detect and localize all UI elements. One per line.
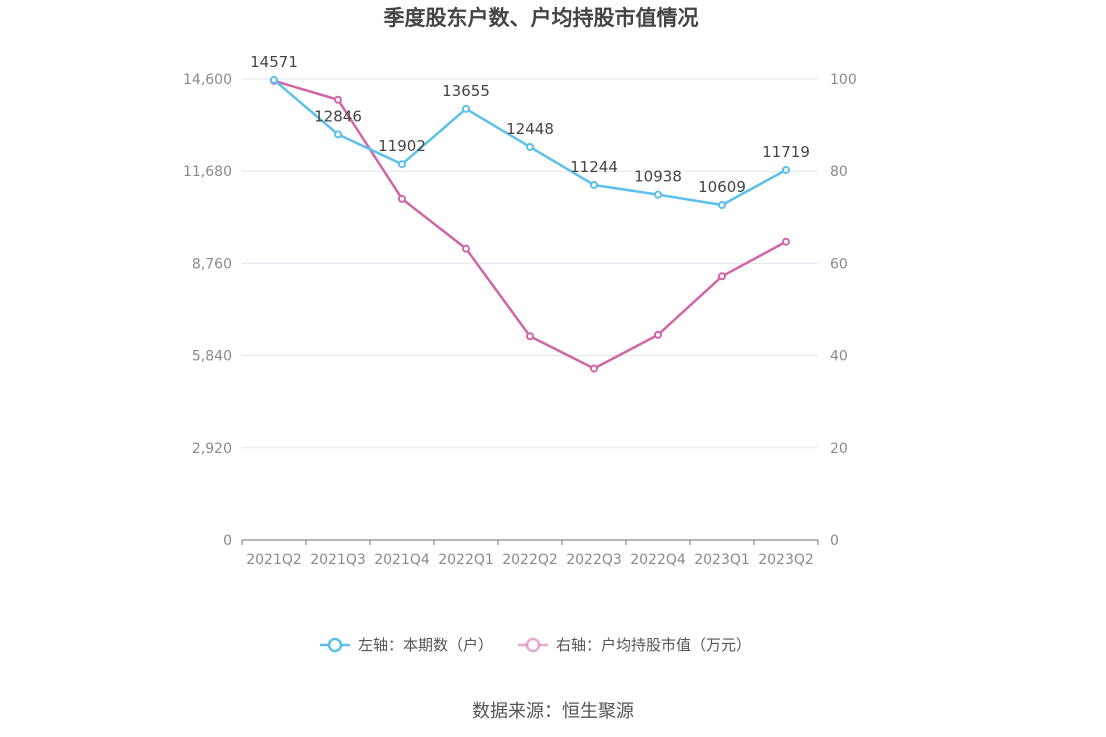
data-label: 11719 <box>762 143 810 161</box>
data-point[interactable] <box>462 244 470 253</box>
data-label: 10609 <box>698 178 746 196</box>
left-tick-label: 5,840 <box>192 349 232 365</box>
left-tick-label: 8,760 <box>192 256 232 272</box>
data-point[interactable] <box>398 160 406 169</box>
data-point[interactable] <box>398 194 406 203</box>
legend[interactable]: 左轴：本期数（户） 右轴：户均持股市值（万元） <box>320 636 751 654</box>
data-point[interactable] <box>590 364 598 373</box>
data-label: 12448 <box>506 120 554 138</box>
data-point[interactable] <box>654 190 662 199</box>
grid-lines <box>242 78 818 449</box>
x-tick-label: 2021Q3 <box>310 552 366 568</box>
data-labels: 14571 12846 11902 13655 12448 11244 10938 10609… <box>250 53 810 196</box>
data-label: 14571 <box>250 53 298 71</box>
data-point[interactable] <box>526 142 534 151</box>
data-point[interactable] <box>334 130 342 139</box>
data-point[interactable] <box>526 332 534 341</box>
x-tick-label: 2022Q4 <box>630 552 686 568</box>
right-tick-label: 60 <box>830 256 848 272</box>
x-tick-label: 2021Q4 <box>374 552 430 568</box>
data-label: 11902 <box>378 137 426 155</box>
data-label: 13655 <box>442 82 490 100</box>
data-label: 11244 <box>570 158 618 176</box>
right-tick-label: 40 <box>830 349 848 365</box>
legend-marker-icon <box>327 637 343 653</box>
data-point[interactable] <box>334 95 342 104</box>
data-point[interactable] <box>718 201 726 210</box>
source-note: 数据来源：恒生聚源 <box>472 701 634 722</box>
left-tick-label: 11,680 <box>183 164 232 180</box>
right-tick-label: 0 <box>830 533 839 549</box>
x-axis: 2021Q2 2021Q3 2021Q4 2022Q1 2022Q2 2022Q3 2022… <box>241 539 819 568</box>
data-point[interactable] <box>270 75 278 84</box>
data-point[interactable] <box>654 330 662 339</box>
left-tick-label: 14,600 <box>183 72 232 88</box>
legend-item[interactable]: 右轴：户均持股市值（万元） <box>518 636 751 654</box>
right-axis-ticks: 0 20 40 60 80 100 <box>830 72 857 549</box>
data-label: 10938 <box>634 168 682 186</box>
x-tick-label: 2022Q2 <box>502 552 558 568</box>
left-tick-label: 2,920 <box>192 441 232 457</box>
left-tick-label: 0 <box>223 533 232 549</box>
legend-item[interactable]: 左轴：本期数（户） <box>320 636 493 654</box>
right-tick-label: 20 <box>830 441 848 457</box>
chart-title: 季度股东户数、户均持股市值情况 <box>384 6 699 30</box>
series-shareholders <box>270 75 790 210</box>
data-point[interactable] <box>462 104 470 113</box>
x-tick-label: 2022Q1 <box>438 552 494 568</box>
data-point[interactable] <box>782 165 790 174</box>
x-tick-label: 2023Q2 <box>758 552 814 568</box>
legend-label: 左轴：本期数（户） <box>358 636 493 654</box>
legend-label: 右轴：户均持股市值（万元） <box>556 636 751 654</box>
data-point[interactable] <box>782 237 790 246</box>
x-tick-label: 2022Q3 <box>566 552 622 568</box>
data-point[interactable] <box>718 272 726 281</box>
x-tick-label: 2021Q2 <box>246 552 302 568</box>
data-label: 12846 <box>314 107 362 125</box>
legend-marker-icon <box>525 637 541 653</box>
left-axis-ticks: 0 2,920 5,840 8,760 11,680 14,600 <box>183 72 232 549</box>
data-point[interactable] <box>590 180 598 189</box>
right-tick-label: 80 <box>830 164 848 180</box>
right-tick-label: 100 <box>830 72 857 88</box>
x-tick-label: 2023Q1 <box>694 552 750 568</box>
